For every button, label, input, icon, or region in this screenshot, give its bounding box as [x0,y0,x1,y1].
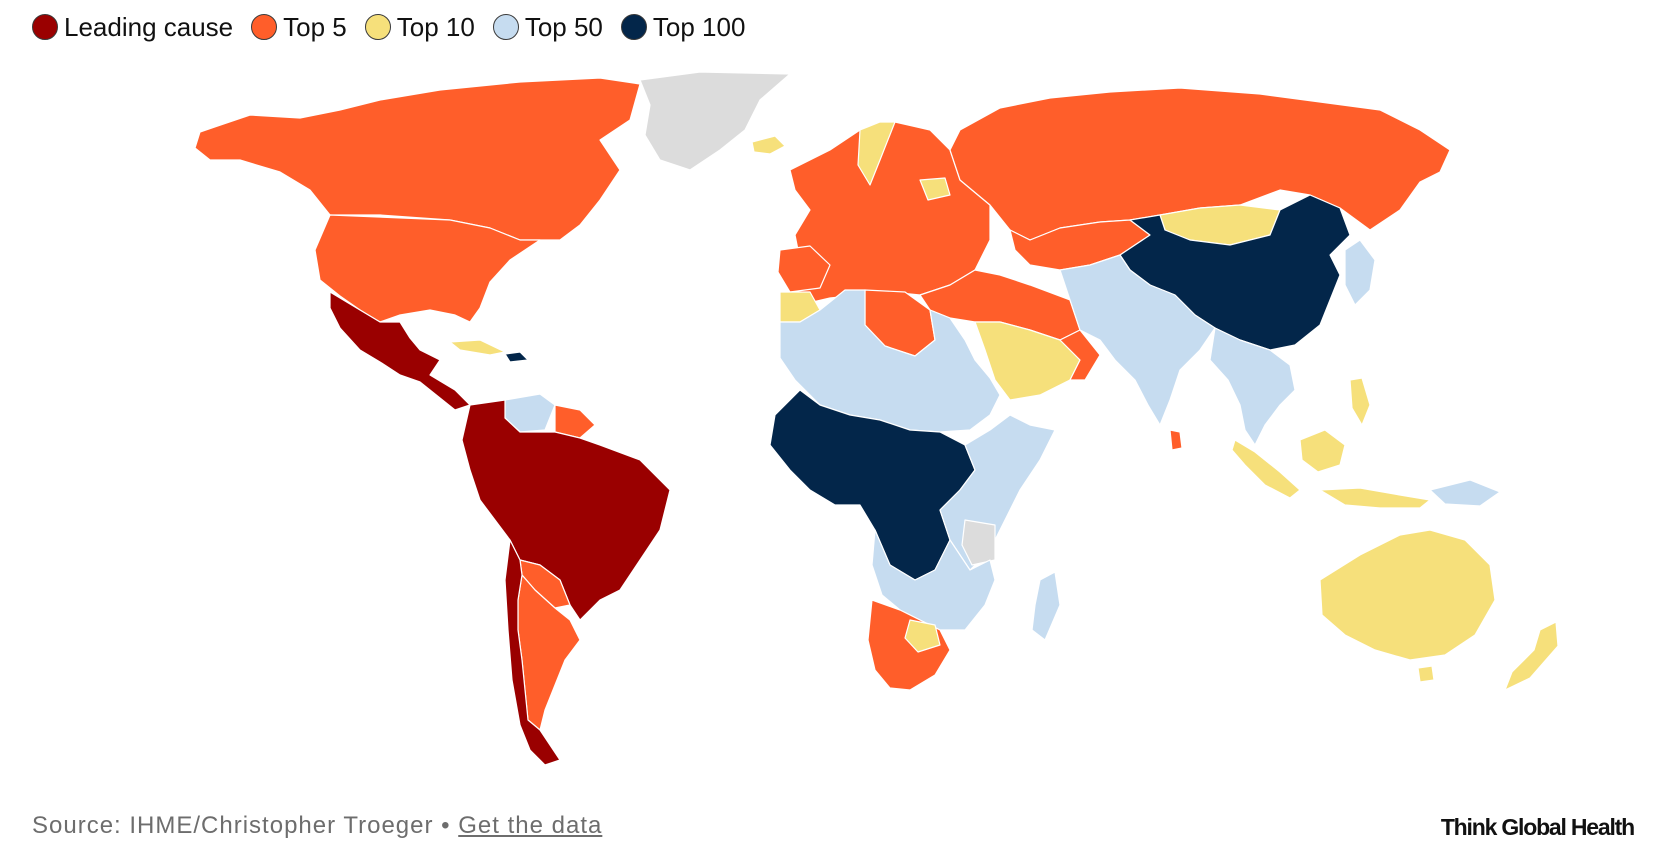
region-cuba[interactable] [449,339,506,356]
region-botswana[interactable] [904,619,941,653]
region-east-africa[interactable] [939,414,1056,571]
region-southern-africa[interactable] [867,599,951,691]
world-map-svg [194,71,1559,766]
region-guianas[interactable] [554,404,596,439]
region-southeast-asia[interactable] [1209,327,1296,446]
get-the-data-link[interactable]: Get the data [458,812,603,839]
region-philippines[interactable] [1349,377,1371,426]
region-andes-brazil[interactable] [461,399,671,621]
legend-swatch-top-10 [364,14,391,40]
region-south-asia[interactable] [1059,254,1216,426]
legend-item-top-100[interactable]: Top 100 [620,12,746,42]
region-north-america-north[interactable] [194,77,641,241]
region-japan-korea[interactable] [1344,239,1376,306]
legend-item-leading-cause[interactable]: Leading cause [32,12,233,42]
legend-item-top-50[interactable]: Top 50 [492,12,603,42]
source-text: Source: IHME/Christopher Troeger [32,812,434,839]
legend-label-leading-cause: Leading cause [64,12,234,42]
region-tasmania[interactable] [1417,665,1435,683]
region-tanzania[interactable] [961,519,996,566]
region-hispaniola[interactable] [504,351,529,363]
legend-label-top-50: Top 50 [524,12,603,42]
brand-logo: Think Global Health [1440,814,1635,840]
legend-swatch-leading-cause [32,14,58,40]
legend: Leading cause Top 5 Top 10 Top 50 Top 10… [32,12,745,42]
legend-label-top-100: Top 100 [652,12,746,42]
region-indonesia-west[interactable] [1231,439,1301,499]
region-papua-new-guinea[interactable] [1429,479,1501,507]
region-greenland[interactable] [639,71,791,171]
region-australia[interactable] [1319,529,1496,661]
region-iceland[interactable] [751,135,786,155]
region-southern-central-africa[interactable] [871,529,996,631]
region-belarus[interactable] [919,177,951,201]
legend-swatch-top-100 [620,14,647,40]
region-indonesia-east[interactable] [1319,487,1431,509]
legend-label-top-10: Top 10 [396,12,475,42]
region-madagascar[interactable] [1031,571,1061,641]
region-norway-sweden[interactable] [857,121,896,186]
world-map [0,60,1656,780]
legend-swatch-top-50 [492,14,519,40]
source-separator: • [441,812,451,839]
legend-swatch-top-5 [251,14,278,40]
region-chile[interactable] [504,539,561,766]
source-line: Source: IHME/Christopher Troeger • Get t… [32,812,602,840]
region-iberia[interactable] [777,245,831,293]
region-new-zealand[interactable] [1504,621,1559,691]
legend-item-top-10[interactable]: Top 10 [364,12,475,42]
legend-item-top-5[interactable]: Top 5 [251,12,347,42]
legend-label-top-5: Top 5 [283,12,347,42]
region-sri-lanka[interactable] [1169,429,1183,451]
region-borneo[interactable] [1299,429,1346,473]
region-united-states[interactable] [314,214,541,323]
